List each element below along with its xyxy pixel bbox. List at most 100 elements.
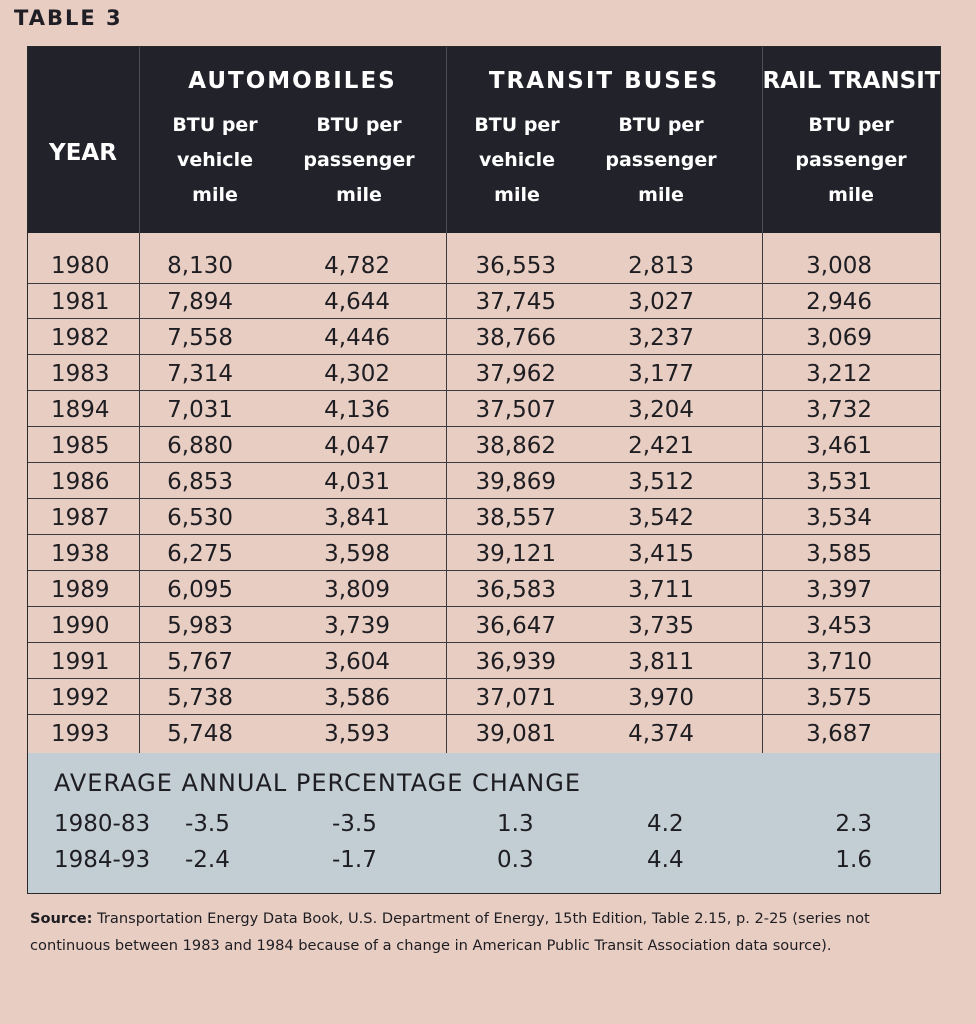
auto-passenger-cell: 4,644 — [324, 289, 390, 315]
rail-passenger-change-cell: 1.6 — [835, 847, 872, 873]
auto-passenger-cell: 4,446 — [324, 325, 390, 351]
rail-passenger-cell: 3,069 — [806, 325, 872, 351]
bus-vehicle-change-cell: 0.3 — [497, 847, 534, 873]
summary-row: 1984-93 -2.4 -1.7 0.3 4.4 1.6 — [27, 841, 941, 877]
row-divider — [27, 283, 941, 284]
table-row: 1894 7,031 4,136 37,507 3,204 3,732 — [27, 391, 941, 427]
auto-passenger-cell: 3,841 — [324, 505, 390, 531]
period-cell: 1984-93 — [54, 847, 151, 873]
auto-passenger-cell: 3,739 — [324, 613, 390, 639]
rail-passenger-cell: 3,212 — [806, 361, 872, 387]
table-row: 1982 7,558 4,446 38,766 3,237 3,069 — [27, 319, 941, 355]
row-divider — [27, 390, 941, 391]
bus-passenger-cell: 3,711 — [628, 577, 694, 603]
automobiles-group-header: AUTOMOBILES — [188, 68, 397, 94]
auto-passenger-cell: 3,593 — [324, 721, 390, 747]
row-divider — [27, 606, 941, 607]
bus-vehicle-cell: 38,862 — [475, 433, 556, 459]
table-row: 1989 6,095 3,809 36,583 3,711 3,397 — [27, 571, 941, 607]
bus-vehicle-cell: 36,553 — [475, 253, 556, 279]
bus-passenger-cell: 3,204 — [628, 397, 694, 423]
bus-passenger-cell: 2,813 — [628, 253, 694, 279]
row-divider — [27, 714, 941, 715]
header-divider — [446, 46, 447, 233]
table-row: 1990 5,983 3,739 36,647 3,735 3,453 — [27, 607, 941, 643]
bus-vehicle-cell: 38,766 — [475, 325, 556, 351]
auto-passenger-change-cell: -1.7 — [332, 847, 377, 873]
rail-passenger-cell: 3,461 — [806, 433, 872, 459]
bus-passenger-cell: 3,027 — [628, 289, 694, 315]
bus-passenger-cell: 3,512 — [628, 469, 694, 495]
auto-vehicle-cell: 8,130 — [167, 253, 233, 279]
year-cell: 1991 — [51, 649, 110, 675]
rail-passenger-cell: 3,687 — [806, 721, 872, 747]
summary-section: AVERAGE ANNUAL PERCENTAGE CHANGE 1980-83… — [27, 753, 941, 894]
bus-vehicle-cell: 36,583 — [475, 577, 556, 603]
auto-vehicle-change-cell: -2.4 — [185, 847, 230, 873]
bus-passenger-mile-header: BTU per passenger mile — [605, 114, 717, 206]
auto-vehicle-cell: 7,558 — [167, 325, 233, 351]
bus-passenger-cell: 3,970 — [628, 685, 694, 711]
year-column-header: YEAR — [49, 140, 117, 166]
bus-passenger-cell: 3,735 — [628, 613, 694, 639]
bus-vehicle-cell: 39,121 — [475, 541, 556, 567]
rail-passenger-cell: 2,946 — [806, 289, 872, 315]
table-row: 1985 6,880 4,047 38,862 2,421 3,461 — [27, 427, 941, 463]
auto-vehicle-cell: 6,530 — [167, 505, 233, 531]
bus-passenger-cell: 3,415 — [628, 541, 694, 567]
year-cell: 1992 — [51, 685, 110, 711]
year-cell: 1986 — [51, 469, 110, 495]
auto-passenger-cell: 4,782 — [324, 253, 390, 279]
bus-passenger-cell: 3,542 — [628, 505, 694, 531]
column-divider — [446, 233, 447, 753]
year-cell: 1990 — [51, 613, 110, 639]
bus-vehicle-cell: 38,557 — [475, 505, 556, 531]
bus-passenger-cell: 4,374 — [628, 721, 694, 747]
auto-vehicle-cell: 6,880 — [167, 433, 233, 459]
auto-passenger-cell: 4,031 — [324, 469, 390, 495]
auto-vehicle-cell: 5,738 — [167, 685, 233, 711]
row-divider — [27, 534, 941, 535]
rail-passenger-cell: 3,710 — [806, 649, 872, 675]
year-cell: 1980 — [51, 253, 110, 279]
table-row: 1991 5,767 3,604 36,939 3,811 3,710 — [27, 643, 941, 679]
auto-vehicle-cell: 7,314 — [167, 361, 233, 387]
auto-vehicle-mile-header: BTU per vehicle mile — [172, 114, 258, 206]
rail-transit-group-header: RAIL TRANSIT — [762, 68, 941, 94]
bus-passenger-change-cell: 4.4 — [647, 847, 684, 873]
bus-vehicle-cell: 36,647 — [475, 613, 556, 639]
year-cell: 1981 — [51, 289, 110, 315]
bus-vehicle-cell: 37,071 — [475, 685, 556, 711]
period-cell: 1980-83 — [54, 811, 151, 837]
auto-passenger-cell: 4,047 — [324, 433, 390, 459]
rail-passenger-cell: 3,534 — [806, 505, 872, 531]
summary-title: AVERAGE ANNUAL PERCENTAGE CHANGE — [54, 769, 581, 797]
rail-passenger-cell: 3,008 — [806, 253, 872, 279]
row-divider — [27, 498, 941, 499]
auto-vehicle-cell: 6,853 — [167, 469, 233, 495]
table-header: YEAR AUTOMOBILES TRANSIT BUSES RAIL TRAN… — [27, 46, 941, 233]
row-divider — [27, 570, 941, 571]
auto-vehicle-cell: 5,983 — [167, 613, 233, 639]
rail-passenger-change-cell: 2.3 — [835, 811, 872, 837]
row-divider — [27, 678, 941, 679]
auto-vehicle-cell: 6,275 — [167, 541, 233, 567]
bus-vehicle-cell: 37,962 — [475, 361, 556, 387]
row-divider — [27, 426, 941, 427]
table-row: 1987 6,530 3,841 38,557 3,542 3,534 — [27, 499, 941, 535]
row-divider — [27, 318, 941, 319]
row-divider — [27, 354, 941, 355]
auto-passenger-cell: 3,809 — [324, 577, 390, 603]
year-cell: 1987 — [51, 505, 110, 531]
year-cell: 1982 — [51, 325, 110, 351]
auto-passenger-cell: 3,586 — [324, 685, 390, 711]
auto-passenger-mile-header: BTU per passenger mile — [303, 114, 415, 206]
column-divider — [762, 233, 763, 753]
auto-vehicle-cell: 6,095 — [167, 577, 233, 603]
bus-vehicle-cell: 36,939 — [475, 649, 556, 675]
rail-passenger-cell: 3,585 — [806, 541, 872, 567]
year-cell: 1983 — [51, 361, 110, 387]
table-row: 1986 6,853 4,031 39,869 3,512 3,531 — [27, 463, 941, 499]
table-row: 1981 7,894 4,644 37,745 3,027 2,946 — [27, 283, 941, 319]
bus-passenger-cell: 3,811 — [628, 649, 694, 675]
